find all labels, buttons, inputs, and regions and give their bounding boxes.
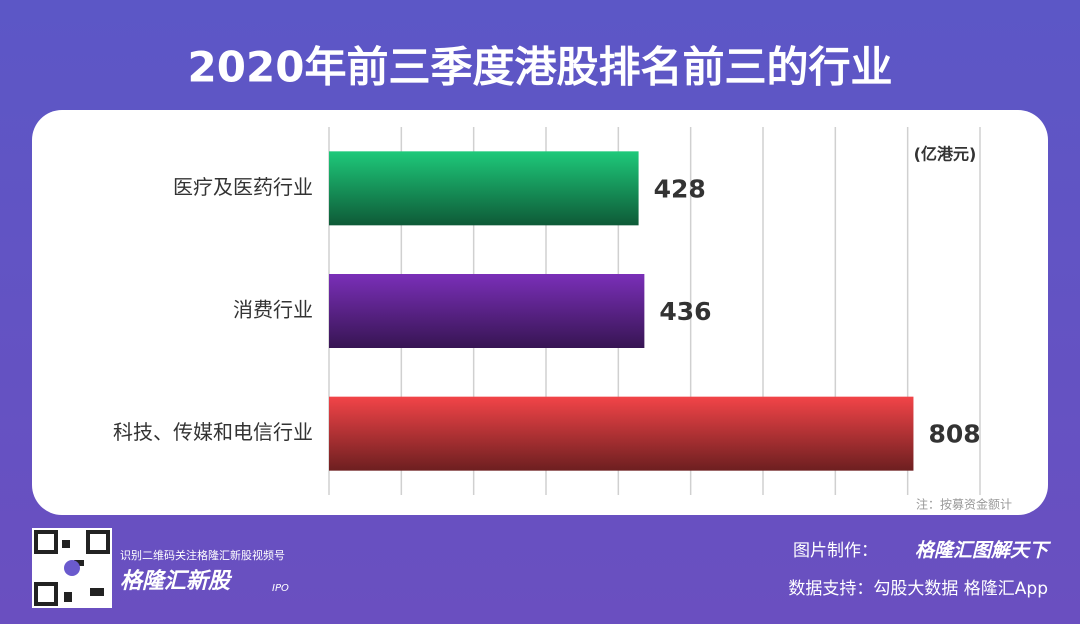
chart-title: 2020年前三季度港股排名前三的行业 [188,43,893,92]
credit-label: 图片制作： [793,541,878,561]
qr-caption: 识别二维码关注格隆汇新股视频号 [120,548,285,562]
category-label: 科技、传媒和电信行业 [113,420,313,444]
value-label: 436 [659,297,711,326]
brand: 格隆汇新股 [120,568,233,594]
bar [329,396,914,471]
qr-code [32,528,112,608]
bar [329,274,645,348]
credit: 格隆汇图解天下 [915,540,1052,562]
value-label: 808 [928,420,980,449]
category-label: 医疗及医药行业 [173,175,313,199]
source: 数据支持：勾股大数据 格隆汇App [788,579,1048,599]
category-label: 消费行业 [233,298,313,322]
brand-tag: IPO [272,583,289,594]
unit: (亿港元) [914,145,977,164]
bar [329,151,639,226]
value-label: 428 [654,174,706,203]
note: 注：按募资金额计 [916,497,1012,512]
